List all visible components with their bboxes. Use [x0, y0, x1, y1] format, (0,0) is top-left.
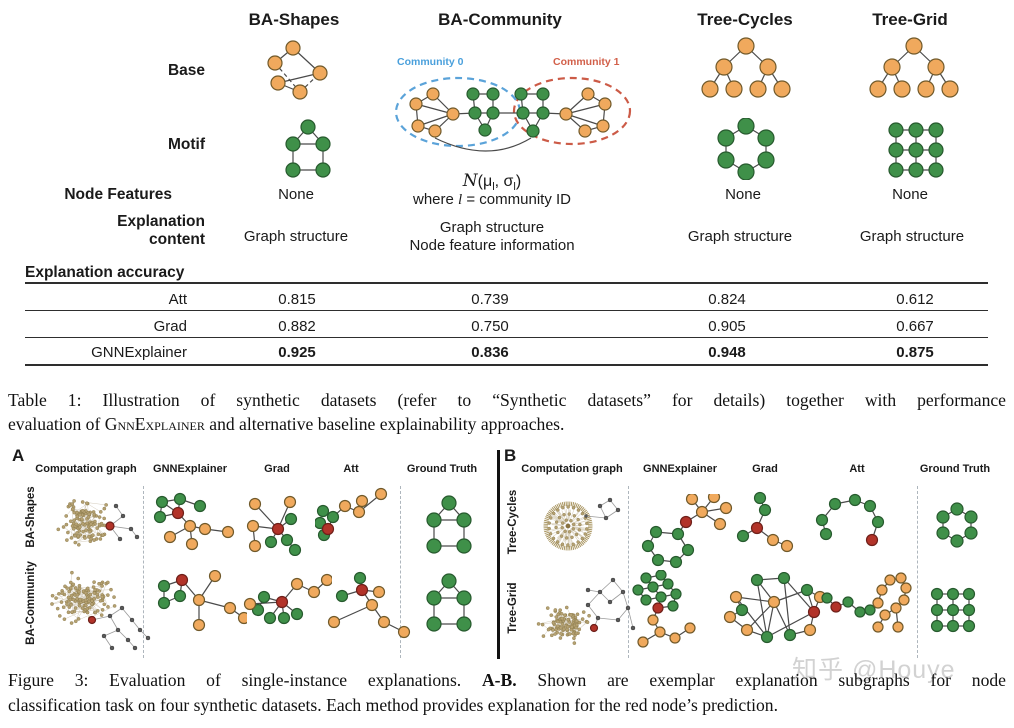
figB-row-label-tree-cycles: Tree-Cycles — [507, 489, 519, 555]
figB-tree-cycles-att-graph — [812, 492, 902, 560]
col-header-tree-grid: Tree-Grid — [872, 10, 948, 29]
community1-label: Community 1 — [553, 56, 620, 68]
expl-content-ba-community-l1: Graph structure — [439, 219, 545, 236]
figA-dash-separator-left — [143, 486, 144, 658]
accuracy-cell: 0.824 — [708, 291, 746, 308]
col-header-ba-shapes: BA-Shapes — [248, 10, 340, 29]
col-header-tree-cycles: Tree-Cycles — [697, 10, 793, 29]
accuracy-cell: 0.612 — [896, 291, 934, 308]
figure3-caption-line1: Figure 3: Evaluation of single-instance … — [8, 670, 1006, 690]
figB-header-att: Att — [849, 463, 865, 475]
accuracy-cell: 0.836 — [471, 344, 509, 361]
figA-ba-shapes-grad-graph — [245, 494, 310, 556]
figA-ba-shapes-computation-graph — [48, 486, 168, 558]
figA-ba-community-ground-truth-graph — [424, 572, 474, 632]
panel-b-label: B — [504, 446, 517, 465]
accuracy-cell: 0.905 — [708, 318, 746, 335]
figA-ba-community-gnnexplainer-graph — [152, 570, 247, 640]
figB-dash-separator-right — [917, 486, 918, 658]
accuracy-cell: 0.948 — [708, 344, 746, 361]
accuracy-cell: 0.739 — [471, 291, 509, 308]
figA-header-att: Att — [343, 463, 359, 475]
figB-header-gnnexplainer: GNNExplainer — [643, 463, 717, 475]
accuracy-cell: 0.882 — [278, 318, 316, 335]
accuracy-cell: 0.667 — [896, 318, 934, 335]
figB-tree-grid-computation-graph — [528, 570, 648, 655]
ba-shapes-base-graph — [255, 36, 345, 102]
figB-tree-cycles-ground-truth-graph — [932, 500, 982, 550]
figA-ba-shapes-ground-truth-graph — [424, 494, 474, 554]
figB-tree-cycles-grad-graph — [735, 490, 795, 565]
expl-content-ba-community-l2: Node feature information — [409, 237, 575, 254]
expl-content-ba-shapes: Graph structure — [243, 228, 349, 245]
figA-dash-separator-right — [400, 486, 401, 658]
figB-header-ground-truth: Ground Truth — [919, 463, 991, 475]
accuracy-cell: 0.815 — [278, 291, 316, 308]
figA-ba-shapes-gnnexplainer-graph — [150, 492, 235, 552]
node-features-ba-shapes: None — [278, 186, 314, 203]
figA-ba-community-computation-graph — [40, 568, 170, 653]
figB-tree-grid-gnnexplainer-graph — [628, 570, 708, 655]
expl-content-tree-cycles: Graph structure — [687, 228, 793, 245]
row-label-motif: Motif — [167, 136, 205, 153]
accuracy-cell: 0.875 — [896, 344, 934, 361]
figA-header-ground-truth: Ground Truth — [406, 463, 478, 475]
node-features-tree-grid: None — [892, 186, 928, 203]
tree-grid-base-graph — [868, 36, 960, 98]
node-features-where: where l = community ID — [413, 191, 571, 208]
figA-header-gnnexplainer: GNNExplainer — [153, 463, 227, 475]
tree-cycles-base-graph — [700, 36, 792, 98]
accuracy-method-grad: Grad — [153, 318, 187, 335]
tree-grid-motif-graph — [884, 118, 948, 182]
accuracy-method-gnnexplainer: GNNExplainer — [91, 344, 187, 361]
figA-header-computation-graph: Computation graph — [35, 463, 137, 475]
figA-ba-shapes-att-graph — [315, 486, 393, 548]
community0-label: Community 0 — [397, 56, 464, 68]
figA-ba-community-att-graph — [322, 570, 412, 640]
accuracy-method-att: Att — [168, 291, 187, 308]
watermark: 知乎 @Houye — [792, 656, 956, 684]
figA-ba-community-grad-graph — [242, 572, 332, 634]
figure3-caption-line2: classification task on four synthetic da… — [8, 695, 778, 715]
accuracy-cell: 0.925 — [278, 344, 316, 361]
rule-accuracy-top — [25, 282, 988, 284]
panel-divider-line — [497, 450, 500, 659]
table1-caption-line2: evaluation of GnnExplainer and alternati… — [8, 414, 565, 434]
figA-row-label-ba-community: BA-Community — [25, 561, 37, 645]
rule-after-grad — [25, 337, 988, 338]
figB-tree-grid-grad-graph — [722, 572, 827, 647]
figB-tree-grid-ground-truth-graph — [925, 585, 981, 635]
figB-tree-cycles-gnnexplainer-graph — [638, 494, 733, 569]
col-header-ba-community: BA-Community — [438, 10, 562, 29]
ba-community-graph — [388, 50, 638, 170]
table1-caption-line1: Table 1: Illustration of synthetic datas… — [8, 390, 1006, 410]
node-features-tree-cycles: None — [725, 186, 761, 203]
figA-header-grad: Grad — [264, 463, 290, 475]
figB-dash-separator-left — [628, 486, 629, 658]
figB-row-label-tree-grid: Tree-Grid — [507, 582, 519, 634]
ba-shapes-motif-graph — [283, 118, 333, 178]
tree-cycles-motif-graph — [716, 118, 776, 180]
figB-header-computation-graph: Computation graph — [521, 463, 623, 475]
rule-accuracy-bottom — [25, 364, 988, 366]
figB-tree-cycles-computation-graph — [530, 490, 640, 560]
row-label-node-features: Node Features — [64, 186, 172, 203]
figB-tree-grid-att-graph — [820, 570, 915, 635]
panel-a-label: A — [12, 446, 25, 465]
row-label-base: Base — [167, 62, 205, 79]
row-label-explanation-accuracy: Explanation accuracy — [25, 264, 185, 281]
node-features-formula: N(μl, σl) — [462, 171, 522, 194]
expl-content-tree-grid: Graph structure — [859, 228, 965, 245]
row-label-explanation-content-l1: Explanation — [117, 213, 205, 230]
row-label-explanation-content-l2: content — [149, 231, 205, 248]
accuracy-cell: 0.750 — [471, 318, 509, 335]
figA-row-label-ba-shapes: BA-Shapes — [25, 486, 37, 548]
figB-header-grad: Grad — [752, 463, 778, 475]
rule-after-att — [25, 310, 988, 311]
